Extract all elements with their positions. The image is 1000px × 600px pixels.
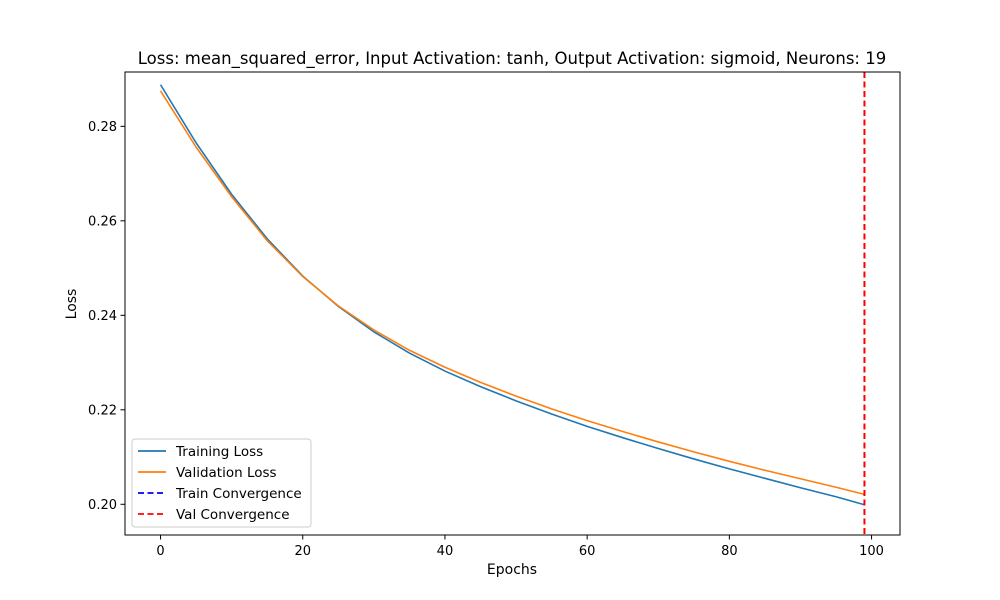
plot-area (159, 72, 866, 535)
legend: Training Loss Validation Loss Train Conver… (131, 438, 312, 528)
x-tick-label: 40 (437, 544, 454, 559)
axes-frame (124, 71, 901, 536)
y-tick-label: 0.20 (88, 498, 117, 513)
x-axis-label: Epochs (487, 562, 537, 578)
x-tick-label: 60 (579, 544, 596, 559)
training-loss-line (159, 84, 865, 506)
y-tick-label: 0.28 (88, 120, 117, 135)
x-tick-label: 80 (721, 544, 738, 559)
validation-loss-line (159, 90, 865, 496)
x-tick-label: 20 (294, 544, 311, 559)
y-tick-label: 0.26 (88, 214, 117, 229)
x-tick-label: 100 (859, 544, 884, 559)
legend-label-val-convergence: Val Convergence (176, 507, 290, 523)
y-axis-label: Loss (64, 289, 80, 320)
legend-label-validation-loss: Validation Loss (176, 465, 277, 481)
legend-box (131, 438, 312, 528)
x-tick-label: 0 (156, 544, 164, 559)
y-axis: 0.20 0.22 0.24 0.26 0.28 (88, 120, 125, 513)
x-axis: 0 20 40 60 80 100 (156, 535, 884, 559)
chart-title: Loss: mean_squared_error, Input Activati… (138, 49, 886, 69)
legend-label-train-convergence: Train Convergence (175, 486, 302, 502)
legend-label-training-loss: Training Loss (175, 444, 263, 460)
y-tick-label: 0.22 (88, 403, 117, 418)
y-tick-label: 0.24 (88, 309, 117, 324)
